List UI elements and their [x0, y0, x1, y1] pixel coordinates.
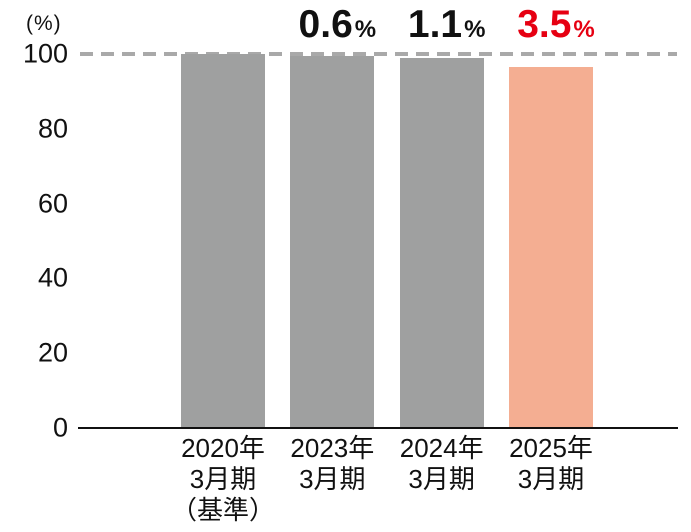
y-tick-label: 80: [37, 113, 68, 144]
bar: [290, 56, 375, 428]
x-axis-label: 2023年 3月期: [290, 433, 375, 495]
y-tick-label: 0: [52, 412, 68, 443]
bar: [508, 67, 593, 428]
x-axis-label: 2025年 3月期: [509, 433, 593, 495]
y-tick-label: 20: [37, 337, 68, 368]
bar-value-number: 0.6: [298, 3, 353, 46]
bar-value-label: 0.6%: [299, 5, 377, 44]
bar: [399, 58, 484, 428]
y-tick-label: 40: [37, 262, 68, 293]
x-axis-label: 2020年 3月期 （基準）: [170, 433, 276, 526]
bar-value-label: 3.5%: [517, 5, 595, 44]
bar-value-number: 1.1: [407, 3, 463, 46]
y-tick-label: 60: [37, 188, 68, 219]
x-axis-label: 2024年 3月期: [399, 433, 484, 495]
bar-value-percent-sign: %: [354, 16, 377, 43]
bar: [181, 54, 265, 428]
y-tick-label: 100: [22, 38, 68, 69]
bar-value-label: 1.1%: [408, 5, 486, 44]
x-axis-line: [78, 427, 678, 429]
reference-line-100-dashed: [80, 52, 677, 56]
bar-value-percent-sign: %: [464, 16, 486, 43]
bar-value-number: 3.5: [517, 3, 572, 46]
y-axis-unit-label: (%): [26, 12, 62, 35]
bar-value-percent-sign: %: [573, 16, 595, 43]
